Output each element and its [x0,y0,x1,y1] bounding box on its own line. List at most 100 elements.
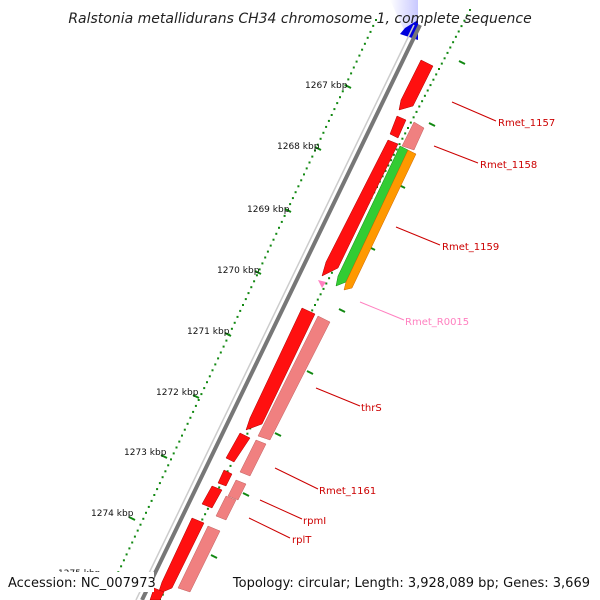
ruler-tick [390,159,393,162]
ruler-tick [300,179,303,182]
ruler-label-1269: 1269 kbp [247,205,290,215]
ruler-tick [181,434,183,437]
ruler-tick [131,541,134,544]
ruler-tick [366,36,369,39]
ruler-tick [328,277,331,280]
ruler-tick [136,529,139,532]
ruler-tick [418,105,421,108]
label-rpmI: rpmI [303,516,326,527]
ruler-tick [246,432,249,435]
ruler-tick [297,185,300,188]
ruler-tick [327,119,330,122]
ruler-tick [225,339,228,342]
ruler-tick [452,41,455,44]
ruler-tick [206,507,209,510]
label-rmet-1157: Rmet_1157 [498,118,555,129]
gene-labels: Rmet_1157 Rmet_1158 Rmet_1159 Rmet_R0015… [292,118,555,546]
ruler-tick [194,404,197,407]
ruler-tick [201,518,204,521]
ruler-tick [226,470,229,473]
ruler-tick [278,226,280,229]
ruler-tick [429,84,432,87]
ruler-tick [350,72,353,75]
ruler-tick [242,304,244,306]
label-rmet-r0015: Rmet_R0015 [405,317,469,328]
cds-forward-track [149,59,434,600]
ruler-tick [423,94,426,97]
cds-rpmI [217,469,233,487]
ruler-major-tick [192,394,200,399]
ruler-tick [175,446,178,449]
ruler-tick [183,428,186,431]
cds-thrS [245,307,316,431]
cds-rplT [201,485,223,509]
ruler-tick [247,292,250,295]
ruler-tick [253,280,256,283]
ruler-major-tick [306,370,314,375]
ruler-tick [449,46,452,49]
gene-thrS [257,315,331,441]
ruler-label-1274: 1274 kbp [91,509,134,519]
ruler-tick [192,410,195,413]
ruler-tick [204,513,207,516]
ruler-major-tick [274,432,282,437]
ruler-tick [446,51,449,54]
ruler-tick [219,351,222,354]
cds-rmet-1161 [225,432,251,463]
ruler-tick [347,78,350,81]
cds-rmet-1157 [398,59,434,111]
ruler-tick [409,121,412,124]
ruler-tick [229,464,232,467]
ruler-tick [244,298,247,301]
cds-rmet-1159 [321,139,399,277]
ruler-tick [206,381,208,384]
ruler-tick [272,238,275,241]
ruler-tick [341,90,344,93]
ruler-tick [457,30,460,33]
ruler-tick [167,464,170,467]
ruler-tick-inner [159,9,471,600]
ruler-label-1270: 1270 kbp [217,266,260,276]
ruler-major-tick [128,516,136,521]
ruler-tick [142,517,145,520]
ruler-tick [211,369,214,372]
rrna-rmet-r0015 [318,280,326,288]
ruler-tick [401,137,404,140]
ruler-tick [339,96,341,99]
footer-right-bg [258,572,596,592]
label-leaders [248,101,497,539]
ruler-tick [407,127,409,129]
ruler-tick [330,271,333,274]
ruler-tick [133,535,136,538]
ruler-tick [421,100,424,103]
ruler-tick [415,110,418,113]
footer-summary: Topology: circular; Length: 3,928,089 bp… [232,576,590,591]
ruler-tick [217,357,220,360]
ruler-major-tick [254,270,262,275]
ruler-label-1272: 1272 kbp [156,388,199,398]
ruler-tick [398,143,401,146]
gene-track [177,121,425,593]
ruler-tick [161,476,164,479]
ruler-tick [384,169,387,172]
ruler-tick [264,256,267,259]
gene-next-1 [177,525,221,593]
ruler-major-tick [338,308,346,313]
ruler-label-1268: 1268 kbp [277,142,320,152]
ruler-tick [454,35,457,38]
chromosome-backbone [135,24,422,600]
ruler-major-tick [284,208,292,213]
ruler-tick [352,66,355,69]
ruler-tick [363,42,366,45]
ruler-major-tick [344,84,352,89]
gene-rpmI [227,479,247,501]
ruler-tick [325,282,328,285]
ruler-tick [289,203,292,206]
ruler-tick [147,505,150,508]
ruler-tick [387,164,390,167]
ruler-tick [314,149,316,152]
ruler-tick [395,148,398,151]
rna-rmet-1159 [343,149,417,291]
ruler-tick [435,73,438,76]
